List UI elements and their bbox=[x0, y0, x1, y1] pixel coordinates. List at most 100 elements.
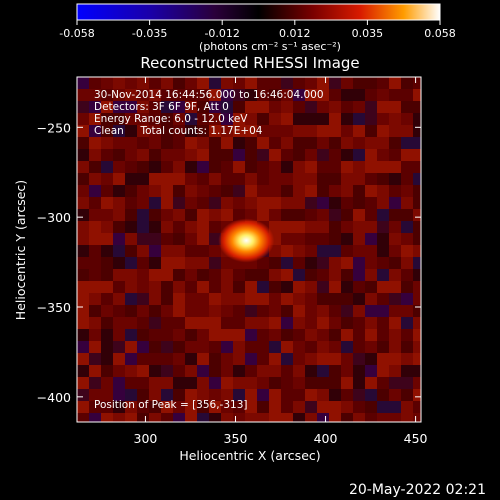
heatmap-cell bbox=[233, 125, 245, 137]
heatmap-cell bbox=[377, 113, 389, 125]
x-tick-label: 400 bbox=[314, 431, 338, 446]
heatmap-cell bbox=[125, 173, 137, 185]
heatmap-cell bbox=[317, 365, 329, 377]
heatmap-cell bbox=[269, 197, 281, 209]
heatmap-cell bbox=[197, 389, 209, 401]
heatmap-cell bbox=[101, 101, 113, 113]
heatmap-cell bbox=[101, 125, 113, 137]
heatmap-cell bbox=[353, 233, 365, 245]
heatmap-cell bbox=[257, 101, 269, 113]
heatmap-cell bbox=[89, 221, 101, 233]
heatmap-cell bbox=[365, 185, 377, 197]
heatmap-cell bbox=[209, 257, 221, 269]
heatmap-cell bbox=[341, 353, 353, 365]
heatmap-cell bbox=[173, 293, 185, 305]
heatmap-cell bbox=[329, 293, 341, 305]
heatmap-cell bbox=[389, 209, 401, 221]
heatmap-cell bbox=[221, 329, 233, 341]
heatmap-cell bbox=[329, 89, 341, 101]
heatmap-cell bbox=[113, 221, 125, 233]
heatmap-cell bbox=[89, 233, 101, 245]
heatmap-cell bbox=[389, 89, 401, 101]
heatmap-cell bbox=[113, 209, 125, 221]
colorbar-tick-label: -0.035 bbox=[132, 27, 167, 40]
heatmap-cell bbox=[389, 137, 401, 149]
heatmap-cell bbox=[281, 101, 293, 113]
heatmap-cell bbox=[185, 149, 197, 161]
heatmap-cell bbox=[269, 317, 281, 329]
heatmap-cell bbox=[125, 221, 137, 233]
heatmap-cell bbox=[245, 89, 257, 101]
heatmap-cell bbox=[185, 281, 197, 293]
heatmap-cell bbox=[329, 329, 341, 341]
heatmap-cell bbox=[353, 77, 365, 89]
heatmap-cell bbox=[149, 293, 161, 305]
heatmap-cell bbox=[341, 245, 353, 257]
heatmap-cell bbox=[161, 125, 173, 137]
heatmap-cell bbox=[365, 389, 377, 401]
heatmap-cell bbox=[113, 245, 125, 257]
heatmap-cell bbox=[221, 149, 233, 161]
heatmap-cell bbox=[341, 185, 353, 197]
heatmap-cell bbox=[161, 245, 173, 257]
heatmap-cell bbox=[173, 317, 185, 329]
heatmap-cell bbox=[317, 197, 329, 209]
heatmap-cell bbox=[125, 341, 137, 353]
heatmap-cell bbox=[281, 89, 293, 101]
heatmap-cell bbox=[137, 281, 149, 293]
heatmap-cell bbox=[257, 125, 269, 137]
colorbar-tick-label: 0.058 bbox=[424, 27, 456, 40]
heatmap-cell bbox=[401, 257, 413, 269]
heatmap-cell bbox=[101, 353, 113, 365]
heatmap-cell bbox=[77, 185, 89, 197]
heatmap-cell bbox=[89, 101, 101, 113]
heatmap-cell bbox=[125, 161, 137, 173]
heatmap-cell bbox=[305, 209, 317, 221]
heatmap-cell bbox=[77, 77, 89, 89]
heatmap-cell bbox=[329, 173, 341, 185]
heatmap-cell bbox=[77, 197, 89, 209]
heatmap-cell bbox=[413, 173, 421, 185]
heatmap-cell bbox=[353, 149, 365, 161]
heatmap-cell bbox=[269, 125, 281, 137]
heatmap-cell bbox=[377, 209, 389, 221]
heatmap-cell bbox=[197, 137, 209, 149]
heatmap-cell bbox=[245, 161, 257, 173]
heatmap-cell bbox=[173, 281, 185, 293]
heatmap-cell bbox=[149, 209, 161, 221]
colorbar-tick-label: -0.012 bbox=[204, 27, 239, 40]
heatmap-cell bbox=[281, 209, 293, 221]
heatmap-cell bbox=[329, 137, 341, 149]
heatmap-cell bbox=[77, 281, 89, 293]
heatmap-cell bbox=[89, 137, 101, 149]
heatmap-cell bbox=[389, 305, 401, 317]
heatmap-cell bbox=[137, 161, 149, 173]
heatmap-cell bbox=[305, 353, 317, 365]
heatmap-cell bbox=[389, 353, 401, 365]
heatmap-cell bbox=[185, 341, 197, 353]
heatmap-cell bbox=[209, 209, 221, 221]
heatmap-cell bbox=[269, 413, 281, 422]
heatmap-cell bbox=[77, 209, 89, 221]
heatmap-cell bbox=[209, 197, 221, 209]
heatmap-cell bbox=[137, 185, 149, 197]
heatmap-cell bbox=[89, 257, 101, 269]
heatmap-cell bbox=[317, 305, 329, 317]
heatmap-cell bbox=[161, 341, 173, 353]
heatmap-cell bbox=[353, 101, 365, 113]
heatmap-cell bbox=[413, 125, 421, 137]
heatmap-cell bbox=[101, 221, 113, 233]
heatmap-cell bbox=[353, 305, 365, 317]
heatmap-cell bbox=[245, 377, 257, 389]
heatmap-cell bbox=[401, 101, 413, 113]
heatmap-cell bbox=[413, 257, 421, 269]
heatmap-cell bbox=[113, 269, 125, 281]
heatmap-cell bbox=[377, 137, 389, 149]
heatmap-cell bbox=[245, 209, 257, 221]
heatmap-cell bbox=[197, 365, 209, 377]
heatmap-cell bbox=[317, 413, 329, 422]
heatmap-cell bbox=[281, 269, 293, 281]
heatmap-cell bbox=[329, 401, 341, 413]
heatmap-cell bbox=[209, 341, 221, 353]
heatmap-cell bbox=[89, 269, 101, 281]
